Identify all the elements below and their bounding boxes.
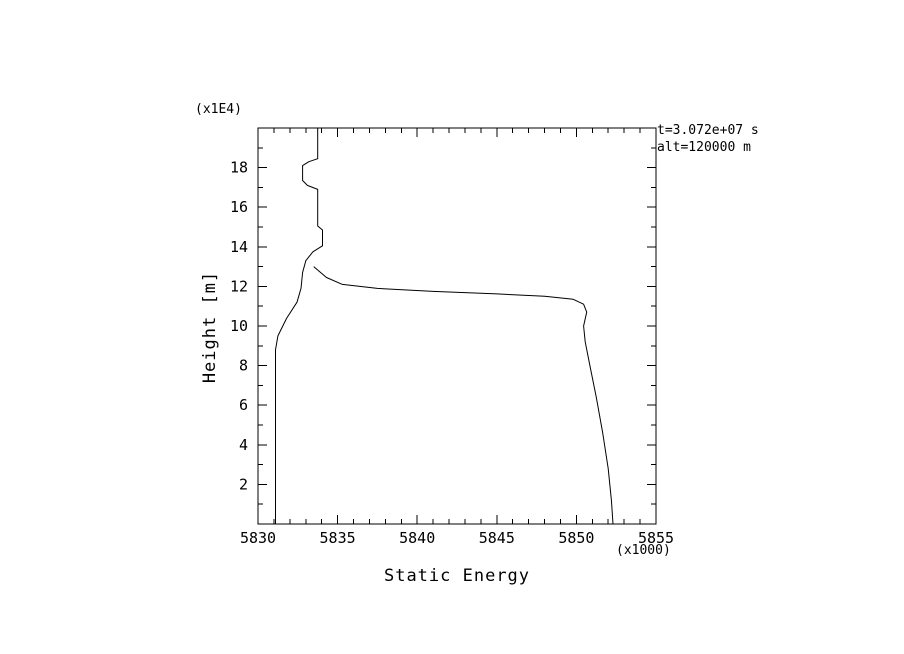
y-tick-label: 2 — [239, 475, 248, 493]
series-line-left-profile — [275, 128, 323, 524]
x-tick-label: 5855 — [638, 529, 674, 547]
annotation-time: t=3.072e+07 s — [657, 123, 759, 138]
x-axis-multiplier-label: (x1000) — [616, 543, 671, 558]
annotation-altitude: alt=120000 m — [657, 140, 751, 155]
series-line-right-profile — [313, 266, 614, 525]
y-tick-label: 10 — [230, 317, 248, 335]
y-tick-label: 4 — [239, 436, 248, 454]
x-tick-label: 5850 — [558, 529, 594, 547]
axes-frame — [257, 127, 657, 525]
y-tick-label: 16 — [230, 198, 248, 216]
y-tick-label: 14 — [230, 238, 248, 256]
y-tick-label: 8 — [239, 357, 248, 375]
y-axis-multiplier-label: (x1E4) — [195, 102, 242, 117]
y-tick-label: 6 — [239, 396, 248, 414]
y-tick-label: 18 — [230, 159, 248, 177]
x-tick-label: 5830 — [240, 529, 276, 547]
x-axis-title: Static Energy — [383, 566, 531, 586]
x-tick-label: 5835 — [320, 529, 356, 547]
y-tick-label: 12 — [230, 277, 248, 295]
x-tick-label: 5845 — [479, 529, 515, 547]
x-tick-label: 5840 — [399, 529, 435, 547]
